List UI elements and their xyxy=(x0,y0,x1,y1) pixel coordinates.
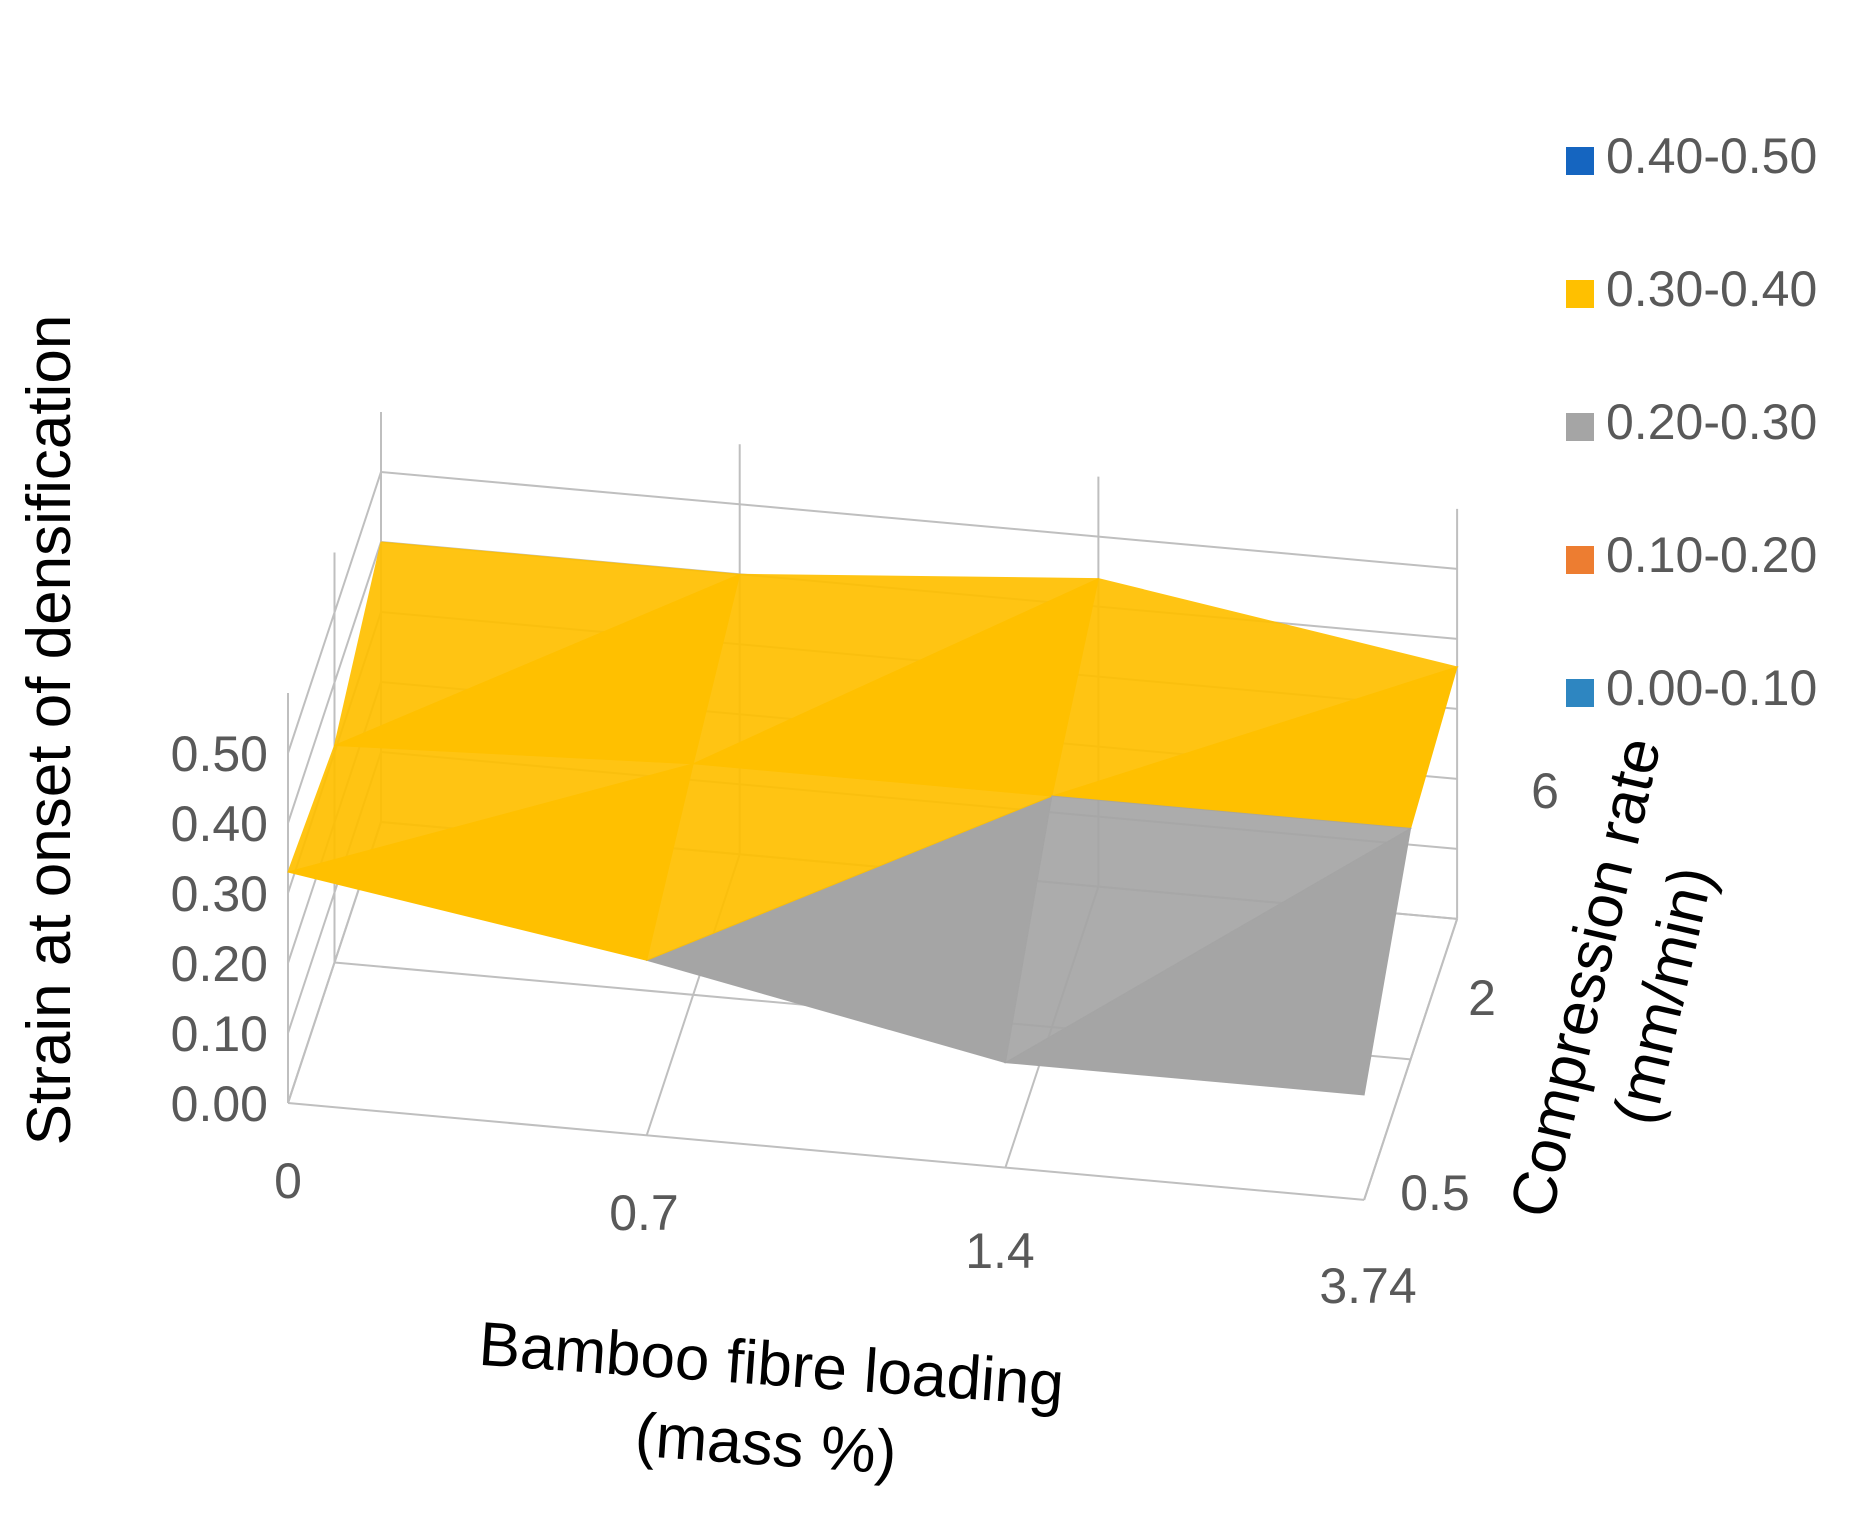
x-tick-label: 0 xyxy=(274,1153,302,1209)
x-tick-label: 0.7 xyxy=(609,1185,679,1241)
surface-face xyxy=(692,573,1099,765)
y-tick-label: 6 xyxy=(1531,763,1559,819)
legend-swatch xyxy=(1566,413,1594,441)
z-axis-title: Strain at onset of densification xyxy=(15,315,84,1146)
legend-swatch xyxy=(1566,546,1594,574)
z-tick-label: 0.40 xyxy=(171,796,268,852)
surface-plot xyxy=(287,541,1459,1096)
z-tick-label: 0.00 xyxy=(171,1076,268,1132)
x-axis-title-line2: (mass %) xyxy=(633,1401,899,1488)
x-axis-title: Bamboo fibre loading (mass %) xyxy=(477,1310,1066,1488)
z-tick-label: 0.20 xyxy=(171,936,268,992)
y-tick-label: 2 xyxy=(1468,970,1496,1026)
legend-swatch xyxy=(1566,679,1594,707)
floor-gridline xyxy=(287,1102,1365,1201)
x-axis-ticks: 0 0.7 1.4 3.74 xyxy=(274,1153,1417,1314)
z-tick-label: 0.30 xyxy=(171,866,268,922)
legend-label: 0.10-0.20 xyxy=(1606,527,1817,583)
legend: 0.40-0.50 0.30-0.40 0.20-0.30 0.10-0.20 0.00… xyxy=(1566,128,1817,716)
x-tick-label: 1.4 xyxy=(965,1223,1035,1279)
z-axis-ticks: 0.00 0.10 0.20 0.30 0.40 0.50 xyxy=(171,726,268,1132)
surface-face xyxy=(287,744,694,873)
surface-face xyxy=(1051,577,1459,797)
x-axis-title-line1: Bamboo fibre loading xyxy=(477,1310,1066,1420)
z-tick-label: 0.50 xyxy=(171,726,268,782)
surface-face xyxy=(1004,795,1413,1064)
z-tick-label: 0.10 xyxy=(171,1006,268,1062)
y-axis-ticks: 0.5 2 6 xyxy=(1400,763,1559,1221)
x-tick-label: 3.74 xyxy=(1319,1258,1416,1314)
surface-face xyxy=(645,763,1053,962)
floor-edge xyxy=(1363,918,1459,1201)
legend-swatch xyxy=(1566,280,1594,308)
legend-swatch xyxy=(1566,147,1594,175)
y-tick-label: 0.5 xyxy=(1400,1165,1470,1221)
legend-label: 0.30-0.40 xyxy=(1606,261,1817,317)
legend-label: 0.20-0.30 xyxy=(1606,394,1817,450)
legend-label: 0.00-0.10 xyxy=(1606,660,1817,716)
legend-label: 0.40-0.50 xyxy=(1606,128,1817,184)
surface-face xyxy=(333,541,740,747)
